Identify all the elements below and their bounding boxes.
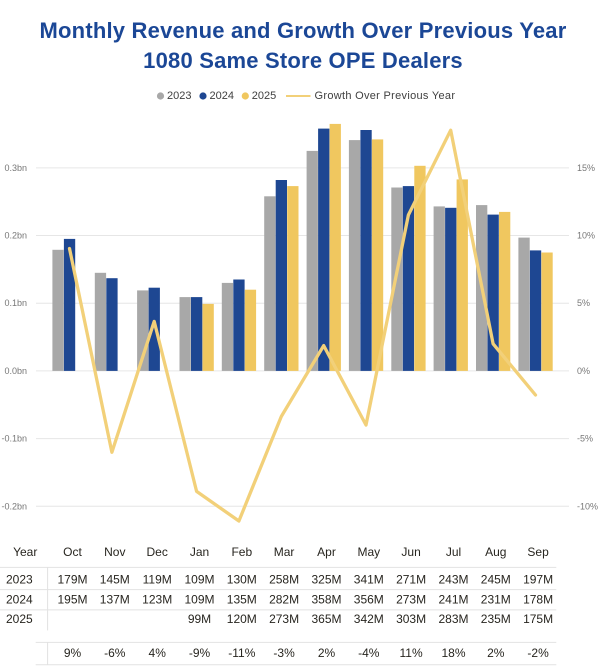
svg-text:Apr: Apr bbox=[317, 545, 336, 559]
svg-text:358M: 358M bbox=[311, 593, 341, 607]
svg-text:341M: 341M bbox=[354, 572, 384, 586]
svg-text:2024: 2024 bbox=[6, 593, 33, 607]
svg-text:258M: 258M bbox=[269, 572, 299, 586]
svg-text:0.1bn: 0.1bn bbox=[4, 298, 27, 308]
svg-text:235M: 235M bbox=[481, 612, 511, 626]
svg-text:Growth Over Previous Year: Growth Over Previous Year bbox=[315, 90, 456, 102]
svg-text:241M: 241M bbox=[438, 593, 468, 607]
svg-text:365M: 365M bbox=[311, 612, 341, 626]
svg-text:-6%: -6% bbox=[104, 646, 126, 660]
svg-text:2023: 2023 bbox=[167, 90, 191, 102]
svg-text:9%: 9% bbox=[64, 646, 82, 660]
svg-text:303M: 303M bbox=[396, 612, 426, 626]
svg-text:Feb: Feb bbox=[231, 545, 252, 559]
svg-text:271M: 271M bbox=[396, 572, 426, 586]
svg-text:245M: 245M bbox=[481, 572, 511, 586]
svg-text:273M: 273M bbox=[396, 593, 426, 607]
svg-text:Jun: Jun bbox=[401, 545, 420, 559]
svg-text:2%: 2% bbox=[487, 646, 505, 660]
svg-text:-2%: -2% bbox=[527, 646, 549, 660]
svg-text:231M: 231M bbox=[481, 593, 511, 607]
svg-text:325M: 325M bbox=[311, 572, 341, 586]
svg-text:120M: 120M bbox=[227, 612, 257, 626]
svg-text:Aug: Aug bbox=[485, 545, 506, 559]
svg-text:175M: 175M bbox=[523, 612, 553, 626]
svg-text:109M: 109M bbox=[184, 572, 214, 586]
svg-text:Nov: Nov bbox=[104, 545, 125, 559]
svg-text:4%: 4% bbox=[149, 646, 167, 660]
svg-text:11%: 11% bbox=[400, 646, 423, 660]
svg-text:Sep: Sep bbox=[527, 545, 549, 559]
svg-text:137M: 137M bbox=[100, 593, 130, 607]
svg-text:-9%: -9% bbox=[189, 646, 211, 660]
svg-text:Dec: Dec bbox=[147, 545, 168, 559]
svg-text:145M: 145M bbox=[100, 572, 130, 586]
svg-text:May: May bbox=[357, 545, 380, 559]
svg-text:2023: 2023 bbox=[6, 572, 33, 586]
svg-text:119M: 119M bbox=[143, 572, 172, 586]
svg-text:135M: 135M bbox=[227, 593, 257, 607]
svg-text:197M: 197M bbox=[523, 572, 553, 586]
svg-text:243M: 243M bbox=[438, 572, 468, 586]
svg-text:-5%: -5% bbox=[577, 434, 593, 444]
svg-text:99M: 99M bbox=[188, 612, 211, 626]
svg-text:15%: 15% bbox=[577, 163, 595, 173]
svg-text:283M: 283M bbox=[438, 612, 468, 626]
svg-text:0.0bn: 0.0bn bbox=[4, 366, 27, 376]
svg-text:0.3bn: 0.3bn bbox=[4, 163, 27, 173]
svg-text:2024: 2024 bbox=[210, 90, 234, 102]
svg-text:195M: 195M bbox=[57, 593, 87, 607]
svg-text:Year: Year bbox=[13, 545, 37, 559]
svg-text:178M: 178M bbox=[523, 593, 553, 607]
svg-text:-0.1bn: -0.1bn bbox=[1, 434, 27, 444]
svg-text:-0.2bn: -0.2bn bbox=[1, 501, 27, 511]
svg-text:18%: 18% bbox=[441, 646, 465, 660]
svg-text:-3%: -3% bbox=[273, 646, 295, 660]
svg-text:5%: 5% bbox=[577, 298, 590, 308]
svg-text:130M: 130M bbox=[227, 572, 257, 586]
svg-text:Jul: Jul bbox=[446, 545, 461, 559]
svg-text:273M: 273M bbox=[269, 612, 299, 626]
svg-text:Mar: Mar bbox=[274, 545, 295, 559]
svg-text:282M: 282M bbox=[269, 593, 299, 607]
svg-text:Jan: Jan bbox=[190, 545, 209, 559]
svg-text:2025: 2025 bbox=[6, 612, 33, 626]
svg-text:0%: 0% bbox=[577, 366, 590, 376]
svg-text:-10%: -10% bbox=[577, 501, 598, 511]
svg-text:356M: 356M bbox=[354, 593, 384, 607]
svg-text:342M: 342M bbox=[354, 612, 384, 626]
svg-text:179M: 179M bbox=[57, 572, 87, 586]
svg-text:2%: 2% bbox=[318, 646, 336, 660]
svg-text:2025: 2025 bbox=[252, 90, 276, 102]
svg-text:123M: 123M bbox=[142, 593, 172, 607]
svg-text:109M: 109M bbox=[184, 593, 214, 607]
svg-text:-11%: -11% bbox=[228, 646, 255, 660]
svg-text:10%: 10% bbox=[577, 231, 595, 241]
svg-text:0.2bn: 0.2bn bbox=[4, 231, 27, 241]
svg-text:-4%: -4% bbox=[358, 646, 380, 660]
svg-text:Oct: Oct bbox=[63, 545, 82, 559]
